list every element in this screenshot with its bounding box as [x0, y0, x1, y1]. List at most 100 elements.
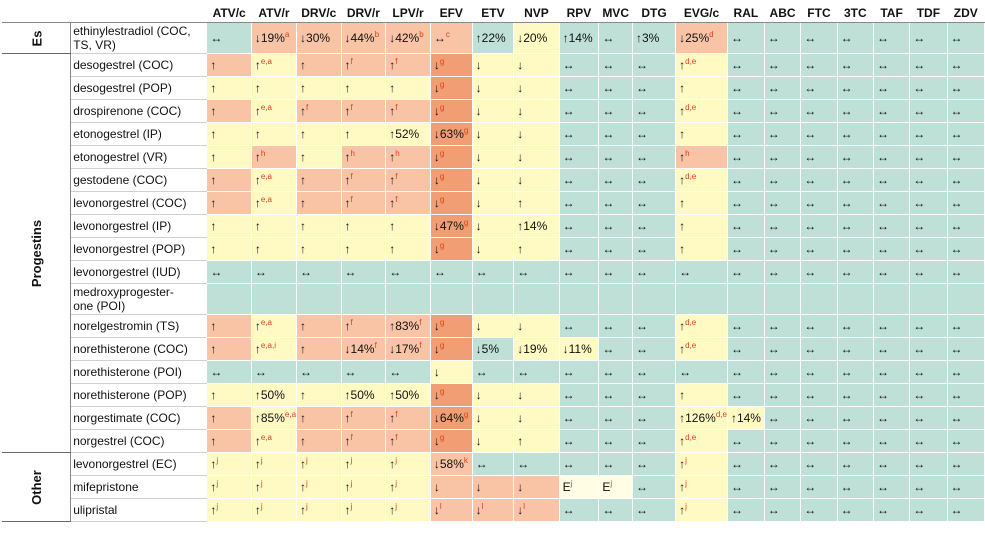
drug-name: medroxyprogester- one (POI) [70, 283, 208, 315]
interaction-cell: ↓ [513, 122, 560, 146]
interaction-value: ↔ [767, 503, 780, 517]
table-row: norgestimate (COC) ↑ ↑85%e,a ↑ ↑f ↑f ↓64%g ↓ ↓ ↔ ↔… [3, 406, 985, 430]
group-label: Other [29, 469, 45, 505]
interaction-value: ↑ [679, 242, 686, 256]
interaction-cell: ↔ [385, 260, 431, 284]
interaction-value: ↔ [767, 150, 780, 164]
table-row: norelgestromin (TS) ↑ ↑e,a ↑ ↑f ↑83%f ↓g ↓ ↓ ↔ ↔ ↔ ↑… [3, 314, 985, 338]
interaction-value: ↔ [602, 265, 615, 279]
interaction-value: ↔ [804, 31, 817, 45]
interaction-value: ↔ [602, 388, 615, 402]
interaction-value: ↑ [300, 127, 307, 141]
interaction-cell: ↑f [340, 99, 387, 123]
interaction-cell: ↑ [250, 237, 298, 261]
interaction-cell: ↔ [631, 214, 677, 238]
interaction-value: ↔ [254, 265, 267, 279]
interaction-cell: ↓ [471, 314, 515, 338]
interaction-value: ↔ [730, 480, 743, 494]
interaction-cell: ↑ [513, 429, 560, 453]
interaction-cell [471, 283, 515, 315]
interaction-value: ↑ [517, 242, 524, 256]
interaction-value: ↔ [635, 434, 648, 448]
interaction-cell: ↔ [598, 22, 633, 54]
footnote-ref: e,a [260, 195, 272, 204]
interaction-cell: ↔ [909, 429, 948, 453]
interaction-cell: ↔ [598, 168, 633, 192]
footnote-ref: j [260, 479, 263, 488]
interaction-cell: ↑j [250, 452, 298, 476]
interaction-cell: ↔ [726, 360, 765, 384]
interaction-cell: ↔ [836, 53, 874, 77]
interaction-cell [598, 283, 633, 315]
interaction-cell: ↔ [946, 145, 985, 169]
interaction-value: ↑ [300, 173, 307, 187]
interaction-cell: ↔ [763, 53, 802, 77]
interaction-value: ↓ [475, 173, 482, 187]
interaction-cell: ↑ [206, 53, 252, 77]
interaction-cell: ↑j [206, 475, 252, 499]
interaction-cell: ↑j [340, 498, 387, 522]
interaction-value: ↑ [389, 434, 396, 448]
interaction-cell: ↑ [385, 237, 431, 261]
column-header: NVP [513, 3, 560, 23]
interaction-value: ↔ [950, 242, 963, 256]
interaction-cell: ↔ [946, 168, 985, 192]
interaction-cell: ↑ [296, 237, 342, 261]
interaction-cell: ↔ [800, 475, 838, 499]
drug-name: desogestrel (COC) [70, 53, 208, 77]
interaction-value: ↔ [517, 365, 530, 379]
interaction-value: ↑ [679, 480, 686, 494]
interaction-value: ↔ [913, 31, 926, 45]
group-label: Es [29, 30, 45, 46]
interaction-cell: ↔ [872, 122, 911, 146]
interaction-cell: ↔ [598, 237, 633, 261]
interaction-value: ↔ [950, 319, 963, 333]
interaction-cell: ↔ [909, 237, 948, 261]
interaction-cell: ↔ [631, 314, 677, 338]
interaction-cell: ↔ [909, 99, 948, 123]
interaction-value: ↑ [210, 81, 217, 95]
footnote-ref: j [395, 502, 397, 511]
interaction-value: ↑ [679, 457, 686, 471]
table-row: norethisterone (POP) ↑ ↑50% ↑ ↑50% ↑50% ↓g ↓ ↓ ↔ ↔… [3, 383, 985, 407]
interaction-cell: ↔ [598, 360, 633, 384]
interaction-cell: ↔ [800, 360, 838, 384]
interaction-cell: ↑j [296, 498, 342, 522]
interaction-cell: ↔ [763, 99, 802, 123]
interaction-value: ↑ [389, 81, 396, 95]
interaction-cell [296, 283, 342, 315]
drug-name: mifepristone [70, 475, 208, 499]
interaction-cell: ↔ [558, 76, 600, 100]
interaction-value: ↔ [804, 434, 817, 448]
interaction-value: ↔ [840, 104, 853, 118]
interaction-value: ↔ [635, 365, 648, 379]
interaction-value: ↑ [389, 242, 396, 256]
interaction-cell: ↔ [946, 122, 985, 146]
interaction-cell: ↑j [340, 452, 387, 476]
interaction-value: ↔ [804, 457, 817, 471]
interaction-cell: ↔ [836, 360, 874, 384]
interaction-value: ↑ [389, 219, 396, 233]
footnote-ref: f [395, 410, 398, 419]
table-row: gestodene (COC) ↑ ↑e,a ↑ ↑f ↑f ↓g ↓ ↓ ↔ ↔ ↔ ↑d,e ↔ ↔ ↔ ↔… [3, 168, 985, 192]
interaction-value: ↓ [475, 219, 482, 233]
interaction-cell: ↑f [340, 168, 387, 192]
interaction-cell: ↔ [631, 145, 677, 169]
interaction-cell: ↔ [836, 214, 874, 238]
interaction-cell: ↑f [340, 53, 387, 77]
interaction-value: ↔ [475, 265, 488, 279]
interaction-value: ↔ [433, 31, 446, 45]
footnote-ref: l [481, 502, 484, 511]
interaction-cell: ↑d,e [675, 168, 728, 192]
interaction-value: ↔ [876, 265, 889, 279]
interaction-cell: ↔ [763, 475, 802, 499]
interaction-value: ↑ [210, 104, 217, 118]
interaction-cell: ↑ [206, 191, 252, 215]
group-label: Progestins [29, 219, 45, 287]
interaction-cell: ↔ [836, 22, 874, 54]
interaction-value: ↓ [475, 242, 482, 256]
interaction-cell: ↔ [909, 383, 948, 407]
interaction-value: ↔ [913, 81, 926, 95]
interaction-value: ↓30% [300, 31, 331, 45]
interaction-cell: ↔ [763, 22, 802, 54]
